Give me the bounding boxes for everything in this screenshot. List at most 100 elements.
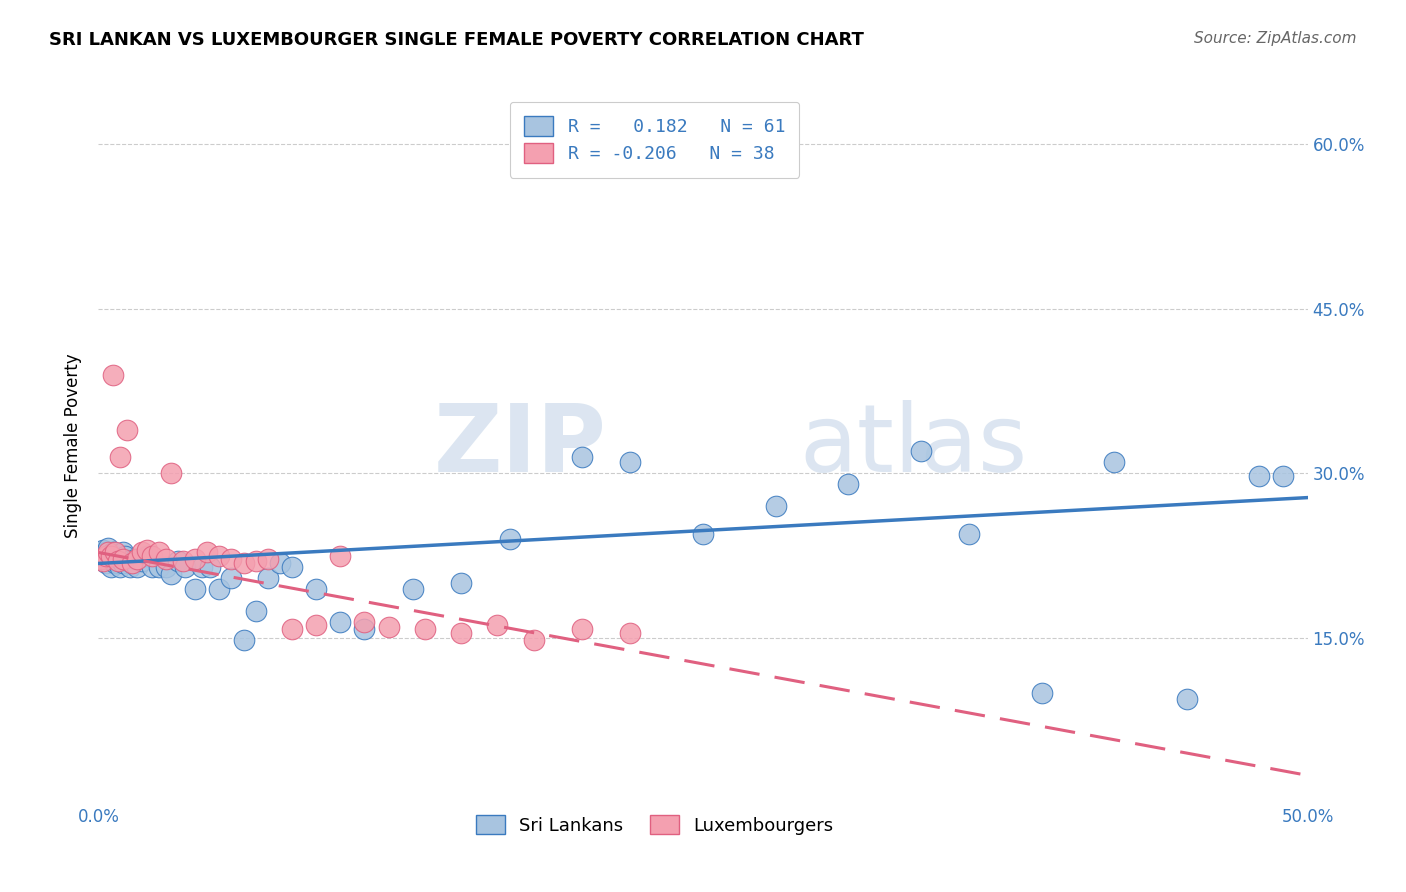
Point bbox=[148, 545, 170, 559]
Point bbox=[957, 526, 980, 541]
Point bbox=[910, 444, 932, 458]
Point bbox=[148, 559, 170, 574]
Point bbox=[498, 533, 520, 547]
Point bbox=[100, 549, 122, 563]
Point bbox=[141, 559, 163, 574]
Point bbox=[111, 545, 134, 559]
Point bbox=[281, 559, 304, 574]
Point bbox=[1031, 686, 1053, 700]
Point bbox=[1175, 691, 1198, 706]
Y-axis label: Single Female Poverty: Single Female Poverty bbox=[65, 354, 83, 538]
Text: ZIP: ZIP bbox=[433, 400, 606, 492]
Text: Source: ZipAtlas.com: Source: ZipAtlas.com bbox=[1194, 31, 1357, 46]
Point bbox=[90, 549, 112, 563]
Point bbox=[94, 545, 117, 559]
Point bbox=[402, 582, 425, 596]
Point bbox=[377, 620, 399, 634]
Point bbox=[101, 554, 124, 568]
Point bbox=[413, 623, 436, 637]
Text: atlas: atlas bbox=[800, 400, 1028, 492]
Point bbox=[97, 552, 120, 566]
Point bbox=[353, 623, 375, 637]
Point bbox=[101, 368, 124, 382]
Point bbox=[118, 559, 141, 574]
Point bbox=[305, 618, 328, 632]
Point bbox=[837, 477, 859, 491]
Point bbox=[571, 623, 593, 637]
Point bbox=[127, 552, 149, 566]
Point bbox=[108, 552, 131, 566]
Point bbox=[160, 567, 183, 582]
Point bbox=[127, 559, 149, 574]
Point bbox=[104, 549, 127, 563]
Point bbox=[191, 559, 214, 574]
Point bbox=[107, 554, 129, 568]
Point bbox=[155, 552, 177, 566]
Point bbox=[256, 552, 278, 566]
Point bbox=[353, 615, 375, 629]
Point bbox=[91, 543, 114, 558]
Point bbox=[184, 552, 207, 566]
Point bbox=[111, 552, 134, 566]
Point bbox=[1102, 455, 1125, 469]
Point bbox=[245, 554, 267, 568]
Text: SRI LANKAN VS LUXEMBOURGER SINGLE FEMALE POVERTY CORRELATION CHART: SRI LANKAN VS LUXEMBOURGER SINGLE FEMALE… bbox=[49, 31, 865, 49]
Point bbox=[450, 576, 472, 591]
Point bbox=[111, 557, 134, 571]
Point bbox=[619, 625, 641, 640]
Point bbox=[117, 423, 139, 437]
Point bbox=[765, 500, 787, 514]
Point bbox=[114, 549, 136, 563]
Point bbox=[269, 557, 291, 571]
Point bbox=[100, 549, 122, 563]
Point bbox=[256, 571, 278, 585]
Point bbox=[131, 554, 153, 568]
Point bbox=[108, 450, 131, 464]
Point bbox=[104, 545, 127, 559]
Point bbox=[232, 557, 254, 571]
Point bbox=[91, 552, 114, 566]
Point bbox=[97, 545, 120, 559]
Point bbox=[94, 549, 117, 563]
Point bbox=[155, 559, 177, 574]
Point bbox=[172, 554, 194, 568]
Point bbox=[121, 557, 143, 571]
Point bbox=[221, 552, 243, 566]
Point bbox=[108, 559, 131, 574]
Point bbox=[1272, 468, 1295, 483]
Point bbox=[329, 615, 352, 629]
Point bbox=[1249, 468, 1271, 483]
Point bbox=[107, 554, 129, 568]
Point bbox=[195, 545, 218, 559]
Point bbox=[450, 625, 472, 640]
Point bbox=[329, 549, 352, 563]
Point bbox=[305, 582, 328, 596]
Point bbox=[232, 633, 254, 648]
Legend: Sri Lankans, Luxembourgers: Sri Lankans, Luxembourgers bbox=[467, 805, 842, 844]
Point bbox=[90, 552, 112, 566]
Point bbox=[107, 557, 129, 571]
Point bbox=[184, 582, 207, 596]
Point bbox=[104, 557, 127, 571]
Point bbox=[523, 633, 546, 648]
Point bbox=[167, 554, 190, 568]
Point bbox=[160, 467, 183, 481]
Point bbox=[101, 545, 124, 559]
Point bbox=[94, 557, 117, 571]
Point bbox=[221, 571, 243, 585]
Point bbox=[571, 450, 593, 464]
Point bbox=[281, 623, 304, 637]
Point bbox=[121, 557, 143, 571]
Point bbox=[208, 582, 231, 596]
Point bbox=[619, 455, 641, 469]
Point bbox=[174, 559, 197, 574]
Point bbox=[141, 549, 163, 563]
Point bbox=[135, 549, 157, 563]
Point bbox=[208, 549, 231, 563]
Point bbox=[692, 526, 714, 541]
Point bbox=[486, 618, 509, 632]
Point bbox=[97, 541, 120, 555]
Point bbox=[91, 554, 114, 568]
Point bbox=[198, 559, 221, 574]
Point bbox=[100, 559, 122, 574]
